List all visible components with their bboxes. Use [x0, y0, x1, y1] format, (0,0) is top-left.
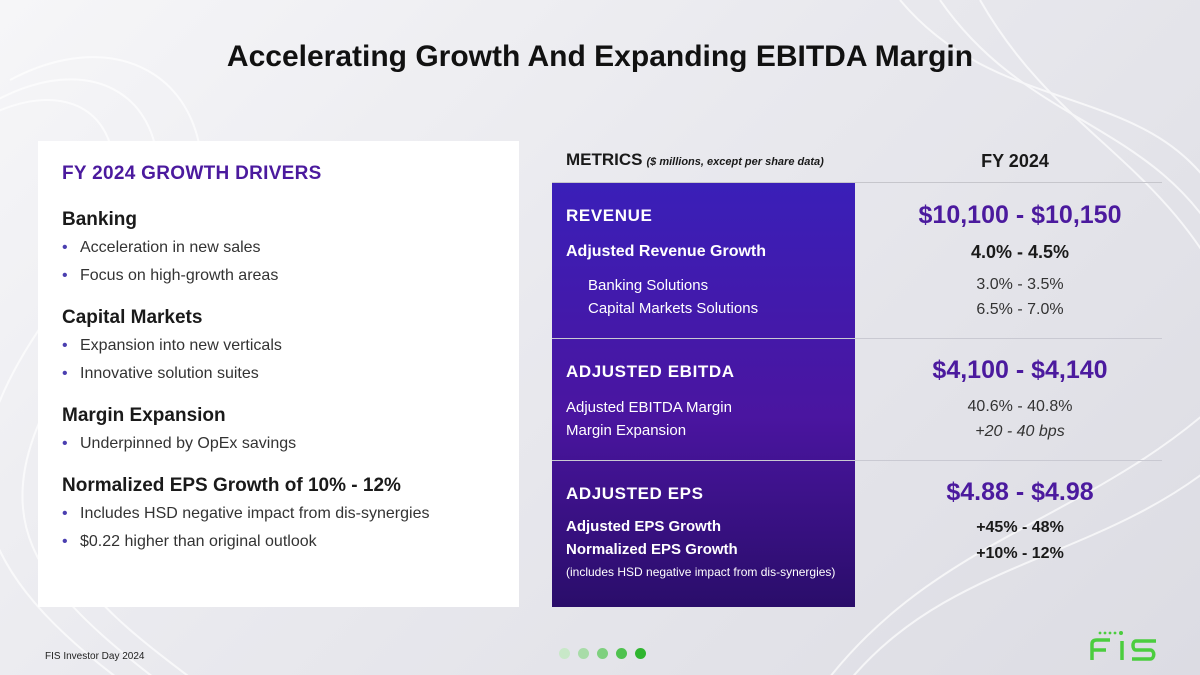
page-title: Accelerating Growth And Expanding EBITDA…	[226, 40, 974, 73]
ebitda-label: ADJUSTED EBITDA	[566, 362, 735, 381]
list-item: • Innovative solution suites	[62, 365, 495, 383]
list-item-text: $0.22 higher than original outlook	[80, 533, 317, 550]
metrics-header-subtitle: ($ millions, except per share data)	[646, 156, 824, 168]
list-item: • $0.22 higher than original outlook	[62, 533, 495, 551]
bullet-icon: •	[62, 337, 68, 354]
eps-note: (includes HSD negative impact from dis-s…	[566, 565, 836, 579]
progress-dots	[559, 648, 646, 659]
list-item: • Includes HSD negative impact from dis-s…	[62, 505, 495, 523]
row-divider	[552, 460, 1162, 461]
list-item: • Underpinned by OpEx savings	[62, 435, 495, 453]
header-divider	[552, 182, 1162, 183]
margin-expansion-label: Margin Expansion	[566, 422, 687, 439]
margin-expansion-value: +20 - 40 bps	[975, 423, 1065, 440]
list-item-text: Acceleration in new sales	[80, 239, 261, 256]
list-item: • Expansion into new verticals	[62, 337, 495, 355]
revenue-growth-label: Adjusted Revenue Growth	[566, 243, 767, 260]
group-title: Normalized EPS Growth of 10% - 12%	[62, 475, 401, 496]
fis-logo-icon	[1090, 631, 1156, 661]
normalized-eps-value: +10% - 12%	[976, 545, 1064, 562]
group-banking: Banking • Acceleration in new sales • Focu…	[62, 209, 495, 285]
row-divider	[552, 338, 1162, 339]
revenue-value: $10,100 - $10,150	[918, 201, 1122, 229]
group-title: Banking	[62, 209, 137, 230]
list-item-text: Expansion into new verticals	[80, 337, 282, 354]
bullet-icon: •	[62, 533, 68, 550]
growth-drivers-heading: FY 2024 GROWTH DRIVERS	[62, 163, 322, 184]
revenue-label: REVENUE	[566, 206, 653, 225]
ebitda-margin-label: Adjusted EBITDA Margin	[566, 399, 732, 416]
ebitda-value: $4,100 - $4,140	[932, 356, 1108, 384]
bullet-icon: •	[62, 239, 68, 256]
ebitda-margin-value: 40.6% - 40.8%	[967, 398, 1073, 415]
growth-drivers-panel: FY 2024 GROWTH DRIVERS Banking • Accelera…	[38, 141, 519, 607]
bullet-icon: •	[62, 267, 68, 284]
group-title: Margin Expansion	[62, 405, 226, 426]
eps-growth-label: Adjusted EPS Growth	[566, 518, 722, 535]
metrics-header: METRICS ($ millions, except per share dat…	[566, 150, 824, 170]
group-capital-markets: Capital Markets • Expansion into new vert…	[62, 307, 495, 383]
revenue-growth-value: 4.0% - 4.5%	[970, 242, 1070, 262]
progress-dot	[559, 648, 570, 659]
eps-label: ADJUSTED EPS	[566, 484, 704, 503]
footer-label: FIS Investor Day 2024	[45, 651, 145, 662]
list-item: • Acceleration in new sales	[62, 239, 495, 257]
bullet-icon: •	[62, 435, 68, 452]
banking-solutions-label: Banking Solutions	[588, 277, 709, 294]
list-item-text: Focus on high-growth areas	[80, 267, 279, 284]
fy-column-header: FY 2024	[981, 151, 1049, 171]
list-item-text: Includes HSD negative impact from dis-sy…	[80, 505, 430, 522]
progress-dot	[597, 648, 608, 659]
capital-markets-label: Capital Markets Solutions	[588, 300, 759, 317]
progress-dot	[578, 648, 589, 659]
group-title: Capital Markets	[62, 307, 203, 328]
normalized-eps-label: Normalized EPS Growth	[566, 541, 738, 558]
bullet-icon: •	[62, 365, 68, 382]
capital-markets-value: 6.5% - 7.0%	[976, 301, 1064, 318]
banking-solutions-value: 3.0% - 3.5%	[976, 276, 1064, 293]
list-item-text: Underpinned by OpEx savings	[80, 435, 297, 452]
metrics-header-label: METRICS	[566, 150, 643, 169]
list-item: • Focus on high-growth areas	[62, 267, 495, 285]
bullet-icon: •	[62, 505, 68, 522]
metrics-label-panel	[552, 183, 855, 607]
progress-dot	[635, 648, 646, 659]
eps-value: $4.88 - $4.98	[946, 478, 1094, 506]
eps-growth-value: +45% - 48%	[976, 519, 1064, 536]
group-margin-expansion: Margin Expansion • Underpinned by OpEx sa…	[62, 405, 495, 453]
progress-dot	[616, 648, 627, 659]
group-normalized-eps: Normalized EPS Growth of 10% - 12% • Incl…	[62, 475, 495, 551]
list-item-text: Innovative solution suites	[80, 365, 259, 382]
